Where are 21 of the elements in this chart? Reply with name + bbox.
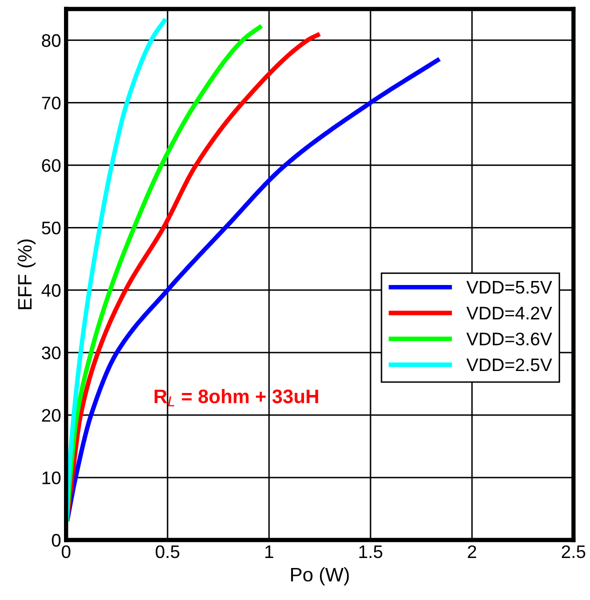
- y-tick-label: 0: [52, 534, 61, 547]
- y-axis-title: EFF (%): [17, 240, 36, 310]
- x-tick-label: 2: [468, 545, 476, 558]
- y-tick-label: 60: [42, 159, 61, 172]
- x-axis-title: Po (W): [291, 567, 349, 586]
- y-tick-label: 40: [42, 284, 61, 297]
- y-tick-label: 80: [42, 34, 61, 47]
- x-tick-label: 1.5: [359, 546, 382, 558]
- y-tick-label: 50: [42, 222, 61, 234]
- legend-label: VDD=5.5V: [466, 281, 552, 294]
- x-tick-label: 0.5: [156, 545, 180, 558]
- y-tick-label: 30: [42, 346, 61, 360]
- legend-label: VDD=2.5V: [466, 358, 552, 372]
- y-tick-label: 70: [42, 96, 61, 110]
- legend-label: VDD=4.2V: [466, 306, 552, 320]
- y-tick-label: 20: [42, 408, 61, 422]
- x-tick-label: 1: [265, 546, 274, 558]
- y-tick-label: 10: [42, 471, 61, 484]
- legend-label: VDD=3.6V: [466, 332, 552, 346]
- x-tick-label: 2.5: [562, 545, 586, 558]
- x-tick-label: 0: [62, 545, 70, 558]
